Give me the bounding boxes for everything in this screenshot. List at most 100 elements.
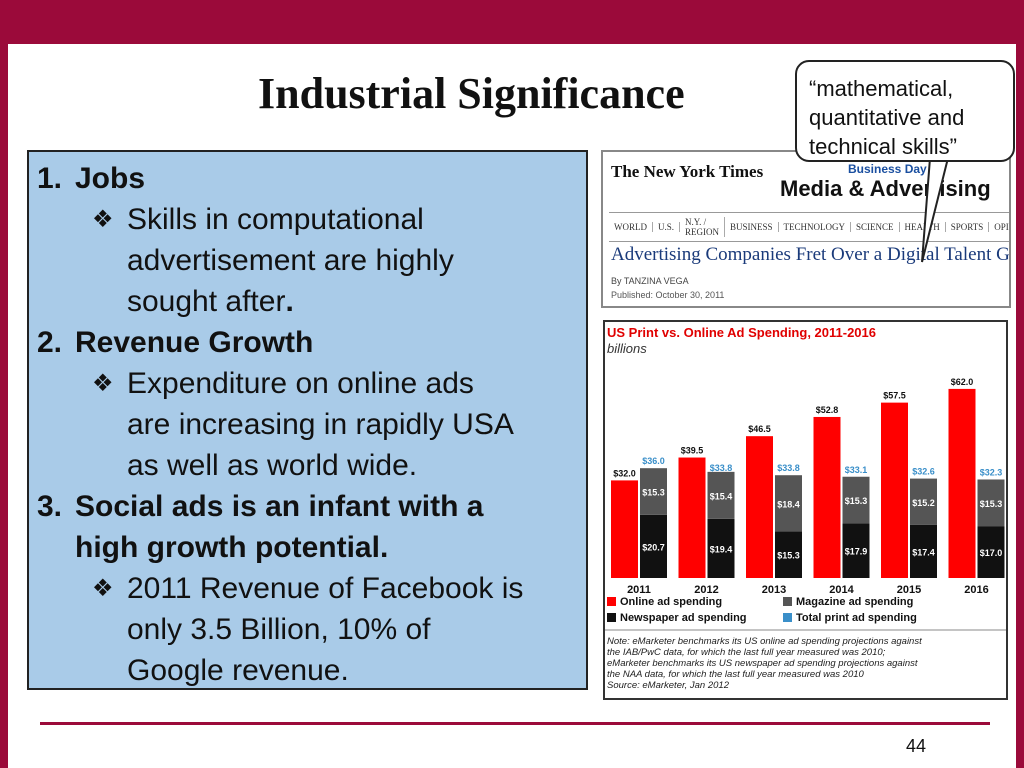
- magazine-label-2016: $15.3: [980, 499, 1003, 509]
- total-label-2016: $32.3: [980, 467, 1003, 477]
- nyt-section-header: Media & Advertising: [780, 176, 991, 201]
- bullet-line: are increasing in rapidly USA: [37, 404, 585, 445]
- nyt-nav-item: N.Y. / REGION: [680, 217, 726, 237]
- chart-title: US Print vs. Online Ad Spending, 2011-20…: [607, 325, 876, 340]
- newspaper-label-2012: $19.4: [710, 544, 733, 554]
- legend-swatch-2: [607, 613, 616, 622]
- magazine-bar-2011: [640, 468, 667, 515]
- x-tick-2014: 2014: [829, 584, 854, 596]
- list-heading-text: Revenue Growth: [75, 326, 314, 359]
- bullet-text: only 3.5 Billion, 10% of: [127, 613, 431, 646]
- newspaper-label-2016: $17.0: [980, 548, 1003, 558]
- online-label-2014: $52.8: [816, 405, 839, 415]
- nyt-nav-item: BUSINESS: [725, 222, 779, 232]
- top-accent-bar: [0, 0, 1024, 44]
- legend-label-1: Magazine ad spending: [796, 596, 913, 608]
- nyt-byline: By TANZINA VEGA: [611, 276, 689, 286]
- chart-subtitle: billions: [607, 341, 647, 356]
- bullet-indent: [92, 445, 127, 486]
- left-accent-bar: [0, 44, 8, 768]
- total-label-2014: $33.1: [845, 465, 868, 475]
- x-tick-2016: 2016: [964, 584, 988, 596]
- nyt-nav-item: SCIENCE: [851, 222, 900, 232]
- bullet-indent: [92, 281, 127, 322]
- bullet-line: only 3.5 Billion, 10% of: [37, 609, 585, 650]
- newspaper-label-2015: $17.4: [912, 547, 935, 557]
- nyt-nav-item: OPINION: [989, 222, 1009, 232]
- nyt-nav-item: U.S.: [653, 222, 681, 232]
- x-tick-2011: 2011: [627, 584, 651, 596]
- callout-line: quantitative and: [809, 105, 965, 130]
- list-number: 3.: [37, 490, 63, 523]
- newspaper-bar-2015: [910, 524, 937, 578]
- diamond-bullet-icon: ❖: [92, 370, 114, 397]
- newspaper-bar-2016: [977, 526, 1005, 578]
- bullet-indent: [92, 650, 127, 691]
- nyt-headline: Advertising Companies Fret Over a Digita…: [611, 244, 1011, 265]
- online-label-2012: $39.5: [681, 446, 704, 456]
- x-tick-2012: 2012: [694, 584, 718, 596]
- magazine-label-2015: $15.2: [912, 498, 935, 508]
- nyt-nav-item: HEALTH: [900, 222, 946, 232]
- legend-label-0: Online ad spending: [620, 596, 722, 608]
- legend-swatch-3: [783, 613, 792, 622]
- online-bar-2013: [746, 436, 773, 578]
- list-heading-text: high growth potential.: [75, 531, 389, 564]
- bullet-line: advertisement are highly: [37, 240, 585, 281]
- magazine-label-2013: $18.4: [777, 499, 800, 509]
- online-bar-2015: [881, 402, 908, 578]
- slide-title: Industrial Significance: [258, 69, 685, 118]
- nyt-nav-bar: WORLD U.S. N.Y. / REGION BUSINESS TECHNOLOGY…: [609, 212, 1009, 242]
- total-label-2015: $32.6: [912, 467, 935, 477]
- chart-note-line: eMarketer benchmarks its US newspaper ad…: [607, 658, 918, 669]
- chart-note-line: the IAB/PwC data, for which the last ful…: [607, 647, 886, 658]
- online-bar-2012: [678, 457, 706, 578]
- nyt-nav-item: TECHNOLOGY: [779, 222, 852, 232]
- magazine-bar-2016: [977, 479, 1005, 527]
- newspaper-bar-2014: [842, 523, 870, 578]
- bullet-text: are increasing in rapidly USA: [127, 408, 514, 441]
- ad-spending-chart: US Print vs. Online Ad Spending, 2011-20…: [603, 320, 1008, 700]
- newspaper-bar-2011: [640, 514, 667, 578]
- newspaper-bar-2012: [707, 518, 735, 578]
- online-bar-2014: [813, 416, 841, 578]
- list-heading: 1. Jobs: [37, 158, 585, 199]
- bullet-line: ❖ Expenditure on online ads: [37, 363, 585, 404]
- magazine-bar-2014: [842, 476, 870, 524]
- list-heading-text: Jobs: [75, 162, 146, 195]
- legend-label-3: Total print ad spending: [796, 612, 917, 624]
- quote-callout: “mathematical, quantitative and technical …: [795, 60, 1015, 162]
- bullet-trail: .: [285, 285, 294, 318]
- list-heading: high growth potential.: [37, 527, 585, 568]
- total-label-2011: $36.0: [642, 456, 665, 466]
- content-list: 1. Jobs ❖ Skills in computational advertisem…: [37, 158, 585, 691]
- nyt-nav-item: SPORTS: [946, 222, 990, 232]
- bullet-text: advertisement are highly: [127, 244, 454, 277]
- magazine-bar-2013: [775, 475, 802, 532]
- list-number: 1.: [37, 162, 63, 195]
- bullet-text: as well as world wide.: [127, 449, 418, 482]
- bullet-text: Skills in computational: [127, 203, 424, 236]
- online-label-2016: $62.0: [951, 377, 974, 387]
- x-tick-2015: 2015: [897, 584, 921, 596]
- legend-swatch-0: [607, 597, 616, 606]
- online-bar-2011: [611, 480, 638, 578]
- list-heading: 2. Revenue Growth: [37, 322, 585, 363]
- bullet-line: Google revenue.: [37, 650, 585, 691]
- bullet-line: ❖ 2011 Revenue of Facebook is: [37, 568, 585, 609]
- bullet-indent: [92, 404, 127, 445]
- diamond-bullet-icon: ❖: [92, 206, 114, 233]
- page-number: 44: [906, 736, 927, 756]
- total-label-2013: $33.8: [777, 463, 800, 473]
- bullet-text: Google revenue.: [127, 654, 349, 687]
- magazine-label-2012: $15.4: [710, 491, 733, 501]
- bullet-indent: [92, 240, 127, 281]
- bullet-line: as well as world wide.: [37, 445, 585, 486]
- nyt-date: Published: October 30, 2011: [611, 290, 725, 300]
- bullet-text: 2011 Revenue of Facebook is: [127, 572, 524, 605]
- magazine-bar-2015: [910, 478, 937, 525]
- online-label-2015: $57.5: [883, 391, 906, 401]
- online-label-2011: $32.0: [613, 468, 636, 478]
- bullet-line: ❖ Skills in computational: [37, 199, 585, 240]
- magazine-label-2011: $15.3: [642, 488, 665, 498]
